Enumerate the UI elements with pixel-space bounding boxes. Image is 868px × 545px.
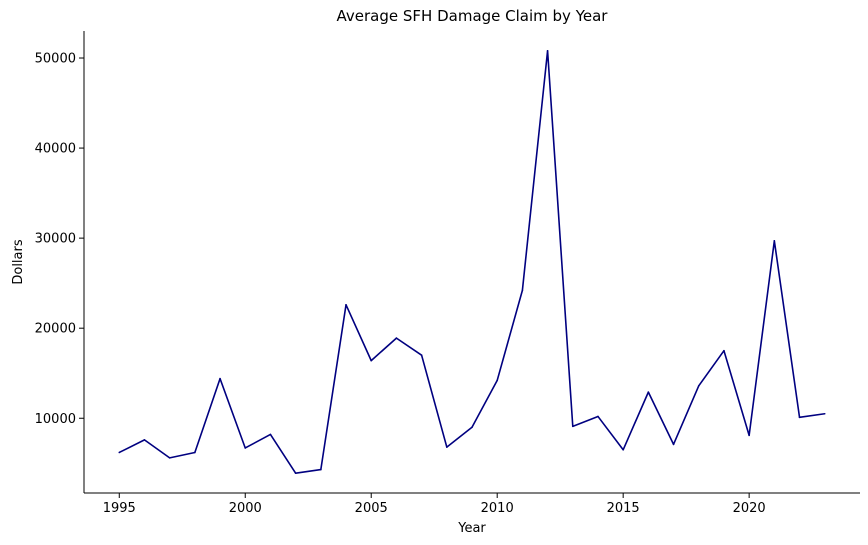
y-tick-label: 20000: [35, 322, 76, 337]
y-tick-label: 50000: [35, 52, 76, 67]
x-tick-label: 2020: [733, 501, 766, 516]
y-tick-label: 30000: [35, 232, 76, 247]
data-point: [143, 439, 146, 441]
data-point: [723, 349, 725, 352]
data-point: [219, 377, 221, 380]
y-tick-label: 40000: [35, 142, 76, 157]
data-point: [773, 240, 776, 242]
data-point: [320, 468, 322, 471]
data-point: [471, 426, 473, 429]
data-point: [244, 447, 247, 449]
x-tick-label: 2000: [229, 501, 262, 516]
data-point: [269, 433, 272, 436]
data-point: [521, 289, 524, 292]
data-point: [118, 451, 121, 454]
data-point: [748, 434, 750, 437]
data-point: [622, 448, 624, 451]
x-axis-ticks: 1995 2000 2005 2010 2015 2020: [103, 493, 766, 516]
data-point: [597, 415, 599, 418]
data-point: [395, 337, 398, 339]
data-point: [420, 354, 423, 357]
data-point: [697, 385, 700, 387]
data-point: [294, 472, 297, 474]
y-axis-ticks: 10000 20000 30000 40000 50000: [35, 52, 84, 427]
data-point: [672, 443, 675, 446]
chart-title: Average SFH Damage Claim by Year: [337, 7, 609, 25]
x-tick-label: 2005: [355, 501, 388, 516]
data-point: [168, 457, 171, 459]
data-point: [571, 425, 574, 428]
data-point: [823, 412, 826, 415]
x-tick-label: 2015: [607, 501, 640, 516]
data-point: [496, 379, 498, 382]
x-axis-label: Year: [457, 521, 486, 536]
x-tick-label: 1995: [103, 501, 136, 516]
series-line: [118, 50, 825, 474]
data-point: [370, 359, 373, 362]
data-point: [546, 50, 549, 52]
data-point: [798, 416, 801, 419]
series-layer: [118, 50, 826, 474]
y-axis-label: Dollars: [11, 239, 26, 284]
x-tick-label: 2010: [481, 501, 514, 516]
data-point: [647, 391, 650, 393]
data-point: [446, 446, 448, 448]
data-point: [345, 303, 347, 306]
y-tick-label: 10000: [35, 412, 76, 427]
data-point: [194, 451, 196, 454]
